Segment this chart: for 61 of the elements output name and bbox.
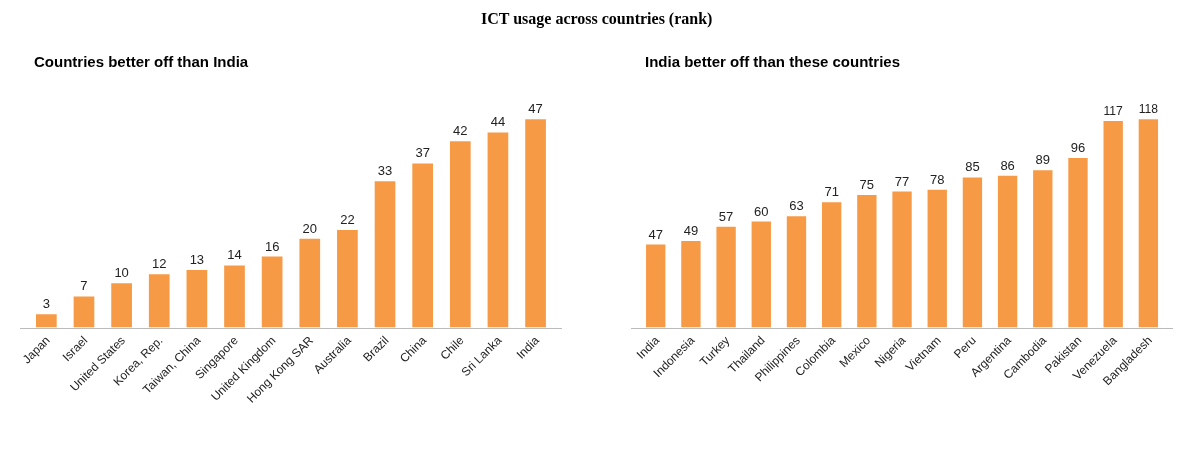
bar xyxy=(412,163,434,328)
bar xyxy=(186,269,208,328)
data-label: 37 xyxy=(415,145,430,161)
bar xyxy=(299,238,321,328)
bar xyxy=(821,202,842,328)
data-label: 49 xyxy=(683,222,699,238)
bar xyxy=(224,265,245,328)
data-label: 20 xyxy=(302,220,317,236)
text: ICT usage across countries (rank) xyxy=(481,10,713,28)
data-label: 14 xyxy=(227,247,242,263)
bar xyxy=(751,221,771,328)
data-label: 44 xyxy=(490,114,506,130)
bar xyxy=(35,314,57,328)
bar xyxy=(1103,120,1123,328)
bar xyxy=(449,141,471,328)
data-label: 3 xyxy=(42,296,50,312)
data-label: 60 xyxy=(754,203,769,219)
data-label: 10 xyxy=(114,265,129,281)
data-label: 117 xyxy=(1103,104,1124,119)
bar xyxy=(525,119,546,328)
bar xyxy=(374,181,396,328)
bar xyxy=(111,283,132,328)
data-label: 86 xyxy=(1000,157,1015,173)
data-label: 13 xyxy=(189,251,205,267)
bar xyxy=(927,189,947,328)
data-label: 85 xyxy=(965,159,980,175)
bar xyxy=(1138,119,1159,328)
data-label: 96 xyxy=(1070,140,1086,156)
bar xyxy=(786,216,807,328)
bar xyxy=(73,296,95,328)
bar xyxy=(1033,170,1053,328)
data-label: 16 xyxy=(264,238,280,254)
bar xyxy=(261,256,283,328)
data-label: 7 xyxy=(80,278,88,294)
bar xyxy=(962,177,983,328)
data-label: 22 xyxy=(340,211,355,227)
data-label: 75 xyxy=(859,177,875,193)
bar xyxy=(646,244,666,328)
data-label: 12 xyxy=(152,256,167,272)
chart-title: India better off than these countries xyxy=(645,53,901,70)
data-label: 89 xyxy=(1035,152,1051,168)
data-label: 47 xyxy=(648,226,663,242)
data-label: 77 xyxy=(894,173,910,189)
bar xyxy=(337,229,358,328)
bar xyxy=(997,175,1018,328)
data-label: 42 xyxy=(453,123,468,139)
data-label: 118 xyxy=(1138,102,1159,117)
bar xyxy=(1068,158,1088,328)
bar xyxy=(892,191,912,328)
data-label: 33 xyxy=(377,163,393,179)
bar xyxy=(716,226,736,328)
bar xyxy=(148,274,170,328)
bar xyxy=(681,240,701,328)
data-label: 47 xyxy=(528,101,543,117)
bar xyxy=(857,195,877,328)
chart-title: Countries better off than India xyxy=(34,53,249,70)
data-label: 78 xyxy=(930,171,945,187)
data-label: 57 xyxy=(718,208,734,224)
data-label: 63 xyxy=(789,198,804,214)
data-label: 71 xyxy=(824,184,839,200)
bar xyxy=(487,132,509,328)
